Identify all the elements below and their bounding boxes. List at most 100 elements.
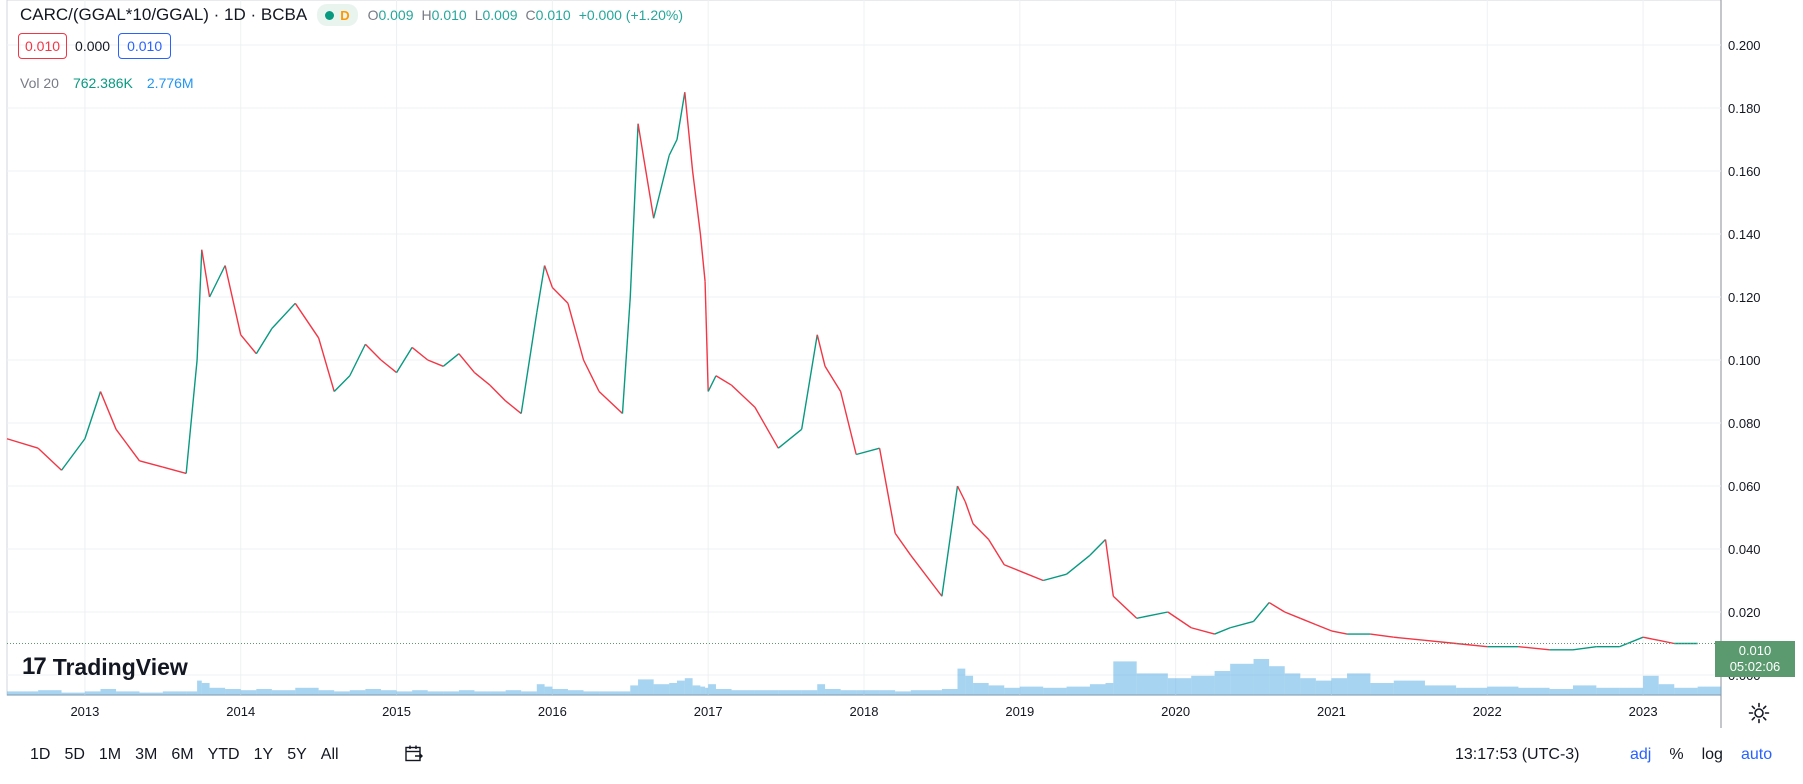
volume-bar xyxy=(599,691,623,695)
price-segment xyxy=(964,501,974,525)
range-ytd-button[interactable]: YTD xyxy=(207,746,240,763)
range-1m-button[interactable]: 1M xyxy=(98,746,122,763)
range-5y-button[interactable]: 5Y xyxy=(287,746,307,763)
price-segment xyxy=(582,359,600,392)
volume-bar xyxy=(544,686,553,695)
price-segment xyxy=(824,365,842,392)
low-value: 0.009 xyxy=(482,7,518,23)
price-axis[interactable]: 0.0000.0200.0400.0600.0800.1000.1200.140… xyxy=(1728,38,1761,683)
adjust-data-toggle[interactable]: adj xyxy=(1630,746,1652,763)
volume-bar xyxy=(474,691,491,695)
price-series xyxy=(6,92,1721,651)
volume-bar xyxy=(965,675,974,695)
price-segment xyxy=(139,460,164,468)
symbol-title[interactable]: CARC/(GGAL*10/GGAL) · 1D · BCBA xyxy=(20,5,308,24)
ask-button[interactable]: 0.010 xyxy=(118,33,172,59)
session-clock[interactable]: 13:17:53 (UTC-3) xyxy=(1455,746,1580,763)
volume-bar xyxy=(318,690,335,695)
price-segment xyxy=(458,353,475,374)
volume-bar xyxy=(638,679,654,695)
price-segment xyxy=(543,265,554,288)
price-segment xyxy=(699,233,706,282)
time-tick-label: 2013 xyxy=(70,704,99,719)
tradingview-logo[interactable]: 17 TradingView xyxy=(22,653,188,681)
range-3m-button[interactable]: 3M xyxy=(135,746,158,763)
range-all-button[interactable]: All xyxy=(320,746,339,763)
price-segment xyxy=(704,281,709,392)
bid-button[interactable]: 0.010 xyxy=(18,33,68,59)
volume-bar xyxy=(708,684,716,695)
price-segment xyxy=(1089,539,1107,556)
interval-badge: D xyxy=(340,7,350,23)
price-segment xyxy=(676,92,686,140)
volume-bar xyxy=(1347,673,1371,695)
price-segment xyxy=(84,391,102,439)
volume-bar xyxy=(825,689,841,695)
volume-bar xyxy=(1136,673,1168,695)
volume-bar xyxy=(684,678,693,695)
volume-bar xyxy=(817,684,826,695)
time-tick-label: 2019 xyxy=(1005,704,1034,719)
time-axis[interactable]: 2013 2014 2015 2016 2017 2018 2019 2020 2021 2022… xyxy=(70,704,1657,719)
price-segment xyxy=(442,353,460,367)
volume-bar xyxy=(1393,680,1425,695)
price-segment xyxy=(1393,636,1426,642)
price-tick-label: 0.180 xyxy=(1728,101,1761,116)
volume-bar xyxy=(116,691,140,695)
volume-bar xyxy=(1643,675,1659,695)
volume-bar xyxy=(1674,687,1698,695)
high-label: H xyxy=(421,7,432,23)
range-1y-button[interactable]: 1Y xyxy=(253,746,274,763)
price-segment xyxy=(621,296,631,414)
price-segment xyxy=(1331,630,1348,635)
percent-scale-toggle[interactable]: % xyxy=(1669,746,1684,763)
go-to-date-calendar-icon[interactable] xyxy=(404,744,424,764)
volume-bar xyxy=(1089,684,1106,695)
volume-bar xyxy=(1619,687,1644,695)
range-1d-button[interactable]: 1D xyxy=(30,746,51,763)
price-tick-label: 0.020 xyxy=(1728,605,1761,620)
price-segment xyxy=(1518,645,1550,651)
price-segment xyxy=(1424,639,1457,645)
price-segment xyxy=(941,485,959,597)
volume-bar xyxy=(1331,678,1348,695)
price-segment xyxy=(271,302,296,329)
log-scale-toggle[interactable]: log xyxy=(1701,746,1723,763)
range-5d-button[interactable]: 5D xyxy=(64,746,85,763)
auto-scale-toggle[interactable]: auto xyxy=(1740,746,1773,763)
price-segment xyxy=(878,448,896,534)
range-6m-button[interactable]: 6M xyxy=(171,746,194,763)
price-segment xyxy=(1214,627,1231,635)
volume-label: Vol 20 xyxy=(20,75,59,91)
volume-bar xyxy=(1549,689,1573,695)
volume-legend[interactable]: Vol 20 762.386K 2.776M xyxy=(20,75,194,91)
last-price-value: 0.010 xyxy=(1738,643,1772,658)
market-status-pill[interactable]: D xyxy=(317,4,358,26)
time-tick-label: 2014 xyxy=(226,704,255,719)
time-tick-label: 2021 xyxy=(1317,704,1346,719)
volume-bar xyxy=(1697,686,1721,695)
volume-bar xyxy=(669,683,678,695)
time-tick-label: 2015 xyxy=(382,704,411,719)
chart-settings-gear-icon[interactable] xyxy=(1747,701,1771,725)
bar-countdown: 05:02:06 xyxy=(1729,659,1781,674)
grid-lines xyxy=(7,0,1721,695)
volume-bar xyxy=(536,684,545,695)
symbol-legend[interactable]: CARC/(GGAL*10/GGAL) · 1D · BCBA D O0.009… xyxy=(20,4,683,26)
volume-bar xyxy=(801,690,818,695)
volume-bar xyxy=(139,692,163,695)
price-segment xyxy=(255,328,273,355)
price-segment xyxy=(715,375,732,386)
price-segment xyxy=(208,265,226,298)
price-segment xyxy=(1229,620,1254,629)
price-segment xyxy=(629,123,639,298)
volume-bar xyxy=(1300,678,1316,695)
volume-bar xyxy=(209,687,226,695)
volume-value: 762.386K xyxy=(72,75,133,91)
volume-bar xyxy=(412,690,428,695)
price-tick-label: 0.120 xyxy=(1728,290,1761,305)
price-segment xyxy=(489,384,507,402)
volume-bar xyxy=(1105,683,1114,695)
